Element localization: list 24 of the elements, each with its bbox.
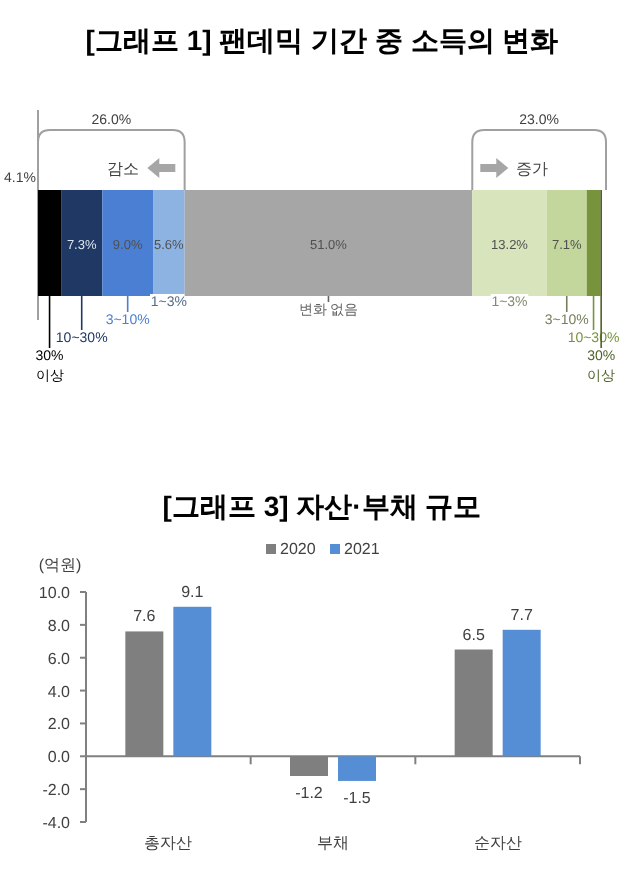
y-tick-label: 4.0 [47,682,72,701]
y-tick-label: 6.0 [47,649,72,668]
x-tick-label: 부채 [317,834,349,852]
text: 증가 [516,160,549,178]
data-label: -1.2 [295,784,324,802]
legend-label: 2021 [344,540,381,558]
chart-title: [그래프 3] 자산·부채 규모 [162,490,482,522]
x-tick-label: 총자산 [144,834,193,852]
data-label: 9.1 [181,582,205,601]
y-tick-label: -4.0 [42,814,72,832]
data-label: -1.5 [343,788,372,807]
y-axis-title: (억원) [38,556,82,574]
text: 감소 [107,160,140,178]
data-label: 7.7 [510,605,534,624]
legend-label: 2020 [280,540,317,558]
y-tick-label: 8.0 [47,616,72,635]
y-tick-label: 0.0 [47,748,72,767]
data-label: 6.5 [462,625,486,644]
data-label: 7.6 [133,607,157,626]
chart-title: [그래프 1] 팬데믹 기간 중 소득의 변화 [85,24,559,56]
x-tick-label: 순자산 [473,834,522,852]
y-tick-label: 10.0 [38,584,72,602]
y-tick-label: 2.0 [47,715,72,734]
y-tick-label: -2.0 [42,781,72,800]
